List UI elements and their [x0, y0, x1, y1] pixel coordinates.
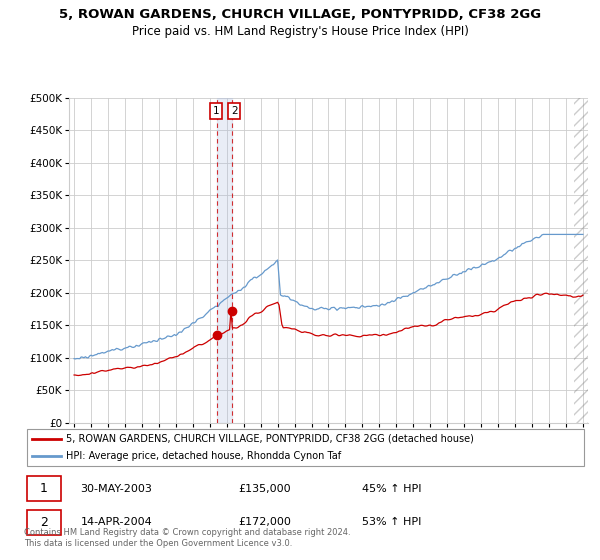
Bar — [217, 98, 232, 423]
Text: 1: 1 — [40, 482, 47, 495]
Text: 14-APR-2004: 14-APR-2004 — [80, 517, 152, 527]
Text: 30-MAY-2003: 30-MAY-2003 — [80, 484, 152, 493]
Text: 2: 2 — [231, 106, 238, 116]
FancyBboxPatch shape — [27, 510, 61, 534]
Text: Price paid vs. HM Land Registry's House Price Index (HPI): Price paid vs. HM Land Registry's House … — [131, 25, 469, 38]
FancyBboxPatch shape — [27, 476, 61, 501]
Text: 1: 1 — [212, 106, 219, 116]
Text: HPI: Average price, detached house, Rhondda Cynon Taf: HPI: Average price, detached house, Rhon… — [66, 451, 341, 461]
Text: Contains HM Land Registry data © Crown copyright and database right 2024.
This d: Contains HM Land Registry data © Crown c… — [24, 528, 350, 548]
Text: £135,000: £135,000 — [238, 484, 291, 493]
Text: £172,000: £172,000 — [238, 517, 291, 527]
Text: 5, ROWAN GARDENS, CHURCH VILLAGE, PONTYPRIDD, CF38 2GG: 5, ROWAN GARDENS, CHURCH VILLAGE, PONTYP… — [59, 8, 541, 21]
Text: 53% ↑ HPI: 53% ↑ HPI — [362, 517, 422, 527]
Bar — [574, 98, 588, 423]
Bar — [574, 98, 588, 423]
Text: 2: 2 — [40, 516, 47, 529]
Text: 45% ↑ HPI: 45% ↑ HPI — [362, 484, 422, 493]
Text: 5, ROWAN GARDENS, CHURCH VILLAGE, PONTYPRIDD, CF38 2GG (detached house): 5, ROWAN GARDENS, CHURCH VILLAGE, PONTYP… — [66, 433, 474, 444]
FancyBboxPatch shape — [27, 429, 584, 466]
